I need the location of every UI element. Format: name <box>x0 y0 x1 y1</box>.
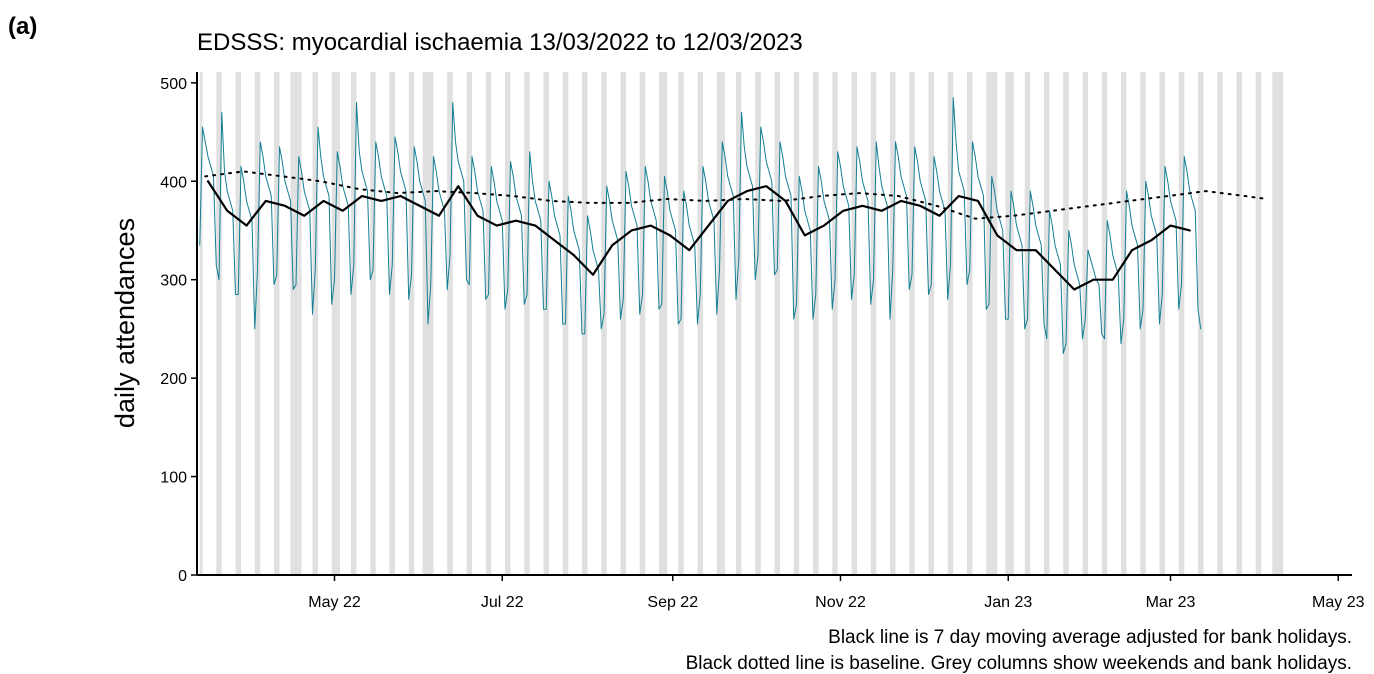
x-tick-label: May 23 <box>1312 594 1365 611</box>
shaded-column <box>337 72 340 575</box>
y-tick-label: 400 <box>160 174 187 191</box>
shaded-column <box>1024 72 1031 575</box>
shaded-column <box>832 72 838 575</box>
y-tick-label: 300 <box>160 273 187 290</box>
shading <box>199 72 1284 575</box>
shaded-column <box>774 72 780 575</box>
line <box>199 97 1202 355</box>
shaded-column <box>947 72 954 575</box>
shaded-column <box>1236 72 1242 575</box>
axes: 0 100 200 300 400 500 May 22 Jul 22 Sep 22 Nov 22… <box>160 72 1365 611</box>
shaded-column <box>639 72 646 575</box>
shaded-column <box>370 72 376 575</box>
shaded-column <box>991 72 998 575</box>
shaded-column <box>620 72 626 575</box>
shaded-column <box>422 72 428 575</box>
shaded-column <box>331 72 338 575</box>
panel-label: (a) <box>8 13 37 40</box>
shaded-column <box>928 72 934 575</box>
plot <box>199 97 1268 355</box>
shaded-column <box>428 72 434 575</box>
shaded-column <box>447 72 453 575</box>
chart-title: EDSSS: myocardial ischaemia 13/03/2022 t… <box>197 29 803 56</box>
x-tick-label: May 22 <box>308 594 361 611</box>
line <box>206 180 1191 291</box>
shaded-column <box>216 72 222 575</box>
footnote: Black line is 7 day moving average adjus… <box>828 627 1352 648</box>
shaded-column <box>813 72 819 575</box>
shaded-column <box>1005 72 1011 575</box>
shaded-column <box>678 72 684 575</box>
shaded-column <box>601 72 607 575</box>
shaded-column <box>986 72 992 575</box>
x-tick-label: Nov 22 <box>815 594 866 611</box>
shaded-column <box>254 72 261 575</box>
shaded-column <box>543 72 549 575</box>
shaded-column <box>505 72 511 575</box>
shaded-column <box>1140 72 1146 575</box>
shaded-column <box>1011 72 1014 575</box>
shaded-column <box>389 72 395 575</box>
shaded-column <box>290 72 294 575</box>
shaded-column <box>1272 72 1275 575</box>
shaded-column <box>1275 72 1281 575</box>
footnote: Black dotted line is baseline. Grey colu… <box>686 653 1352 674</box>
y-tick-label: 500 <box>160 76 187 93</box>
y-tick-label: 200 <box>160 371 187 388</box>
y-tick-label: 0 <box>178 568 187 585</box>
shaded-column <box>1198 72 1204 575</box>
shaded-column <box>967 72 973 575</box>
shaded-column <box>1255 72 1262 575</box>
y-tick-label: 100 <box>160 470 187 487</box>
shaded-column <box>793 72 800 575</box>
shaded-column <box>485 72 492 575</box>
shaded-column <box>1280 72 1284 575</box>
shaded-column <box>890 72 896 575</box>
shaded-column <box>293 72 299 575</box>
shaded-column <box>312 72 318 575</box>
shaded-column <box>659 72 665 575</box>
shaded-column <box>697 72 703 575</box>
shaded-column <box>274 72 280 575</box>
shaded-column <box>524 72 530 575</box>
x-tick-label: Jul 22 <box>481 594 524 611</box>
x-tick-label: Mar 23 <box>1146 594 1196 611</box>
shaded-column <box>235 72 241 575</box>
shaded-column <box>716 72 723 575</box>
shaded-column <box>851 72 857 575</box>
shaded-column <box>1178 72 1185 575</box>
x-tick-label: Sep 22 <box>647 594 698 611</box>
x-tick-label: Jan 23 <box>984 594 1032 611</box>
shaded-column <box>408 72 415 575</box>
y-axis-label: daily attendances <box>110 218 140 428</box>
shaded-column <box>298 72 302 575</box>
shaded-column <box>1082 72 1088 575</box>
shaded-column <box>466 72 472 575</box>
shaded-column <box>664 72 668 575</box>
shaded-column <box>1217 72 1223 575</box>
shaded-column <box>870 72 877 575</box>
shaded-column <box>1159 72 1165 575</box>
shaded-column <box>722 72 725 575</box>
line <box>204 170 1268 220</box>
shaded-column <box>351 72 357 575</box>
shaded-column <box>199 72 203 575</box>
shaded-column <box>755 72 761 575</box>
shaded-column <box>909 72 915 575</box>
shaded-column <box>736 72 742 575</box>
